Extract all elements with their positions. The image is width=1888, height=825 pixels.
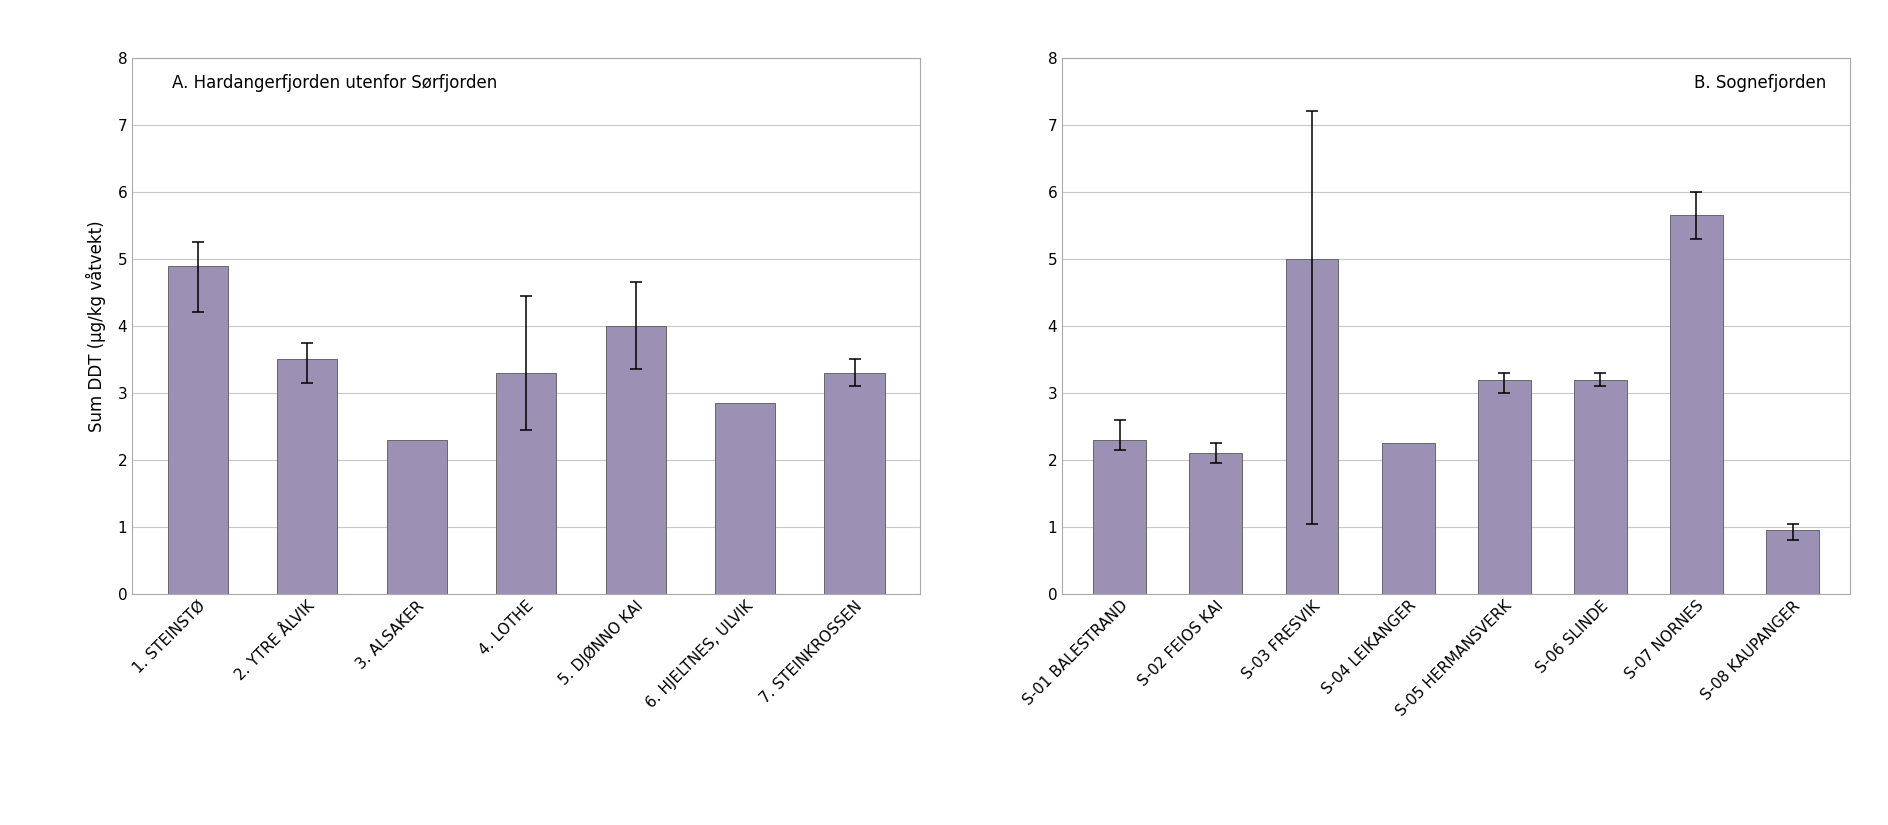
Bar — [1382, 443, 1435, 594]
Bar — [387, 440, 447, 594]
Bar — [716, 403, 776, 594]
Bar — [1671, 215, 1724, 594]
Bar — [278, 360, 338, 594]
Bar — [1093, 440, 1146, 594]
Bar — [606, 326, 666, 594]
Bar — [497, 373, 557, 594]
Bar — [825, 373, 885, 594]
Bar — [168, 266, 228, 594]
Text: A. Hardangerfjorden utenfor Sørfjorden: A. Hardangerfjorden utenfor Sørfjorden — [172, 74, 497, 92]
Bar — [1765, 530, 1818, 594]
Bar — [1189, 453, 1242, 594]
Bar — [1575, 380, 1627, 594]
Y-axis label: Sum DDT (μg/kg våtvekt): Sum DDT (μg/kg våtvekt) — [87, 220, 106, 431]
Text: B. Sognefjorden: B. Sognefjorden — [1694, 74, 1826, 92]
Bar — [1286, 259, 1339, 594]
Bar — [1478, 380, 1531, 594]
